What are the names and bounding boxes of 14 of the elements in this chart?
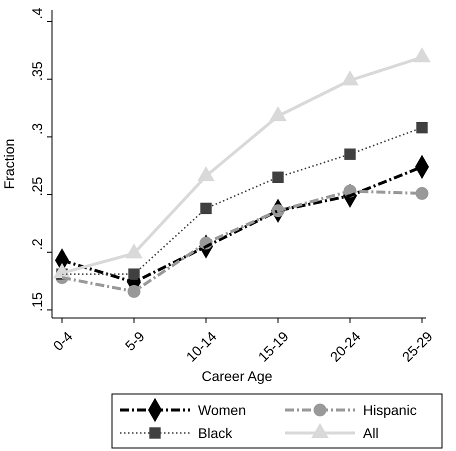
- y-tick-label: .2: [29, 238, 45, 250]
- legend-label: All: [363, 425, 379, 441]
- y-tick-label: .3: [29, 122, 45, 135]
- x-tick-label: 5-9: [122, 328, 148, 354]
- legend-label: Women: [198, 402, 246, 418]
- legend-label: Black: [198, 425, 234, 441]
- x-axis-title: Career Age: [202, 368, 273, 384]
- y-tick-label: .4: [29, 7, 45, 20]
- y-tick-label: .35: [29, 61, 45, 81]
- x-tick-label: 0-4: [50, 328, 76, 354]
- y-tick-label: .25: [29, 176, 45, 196]
- legend-label: Hispanic: [363, 402, 417, 418]
- y-tick-label: .15: [29, 292, 45, 312]
- y-axis-title: Fraction: [1, 138, 17, 190]
